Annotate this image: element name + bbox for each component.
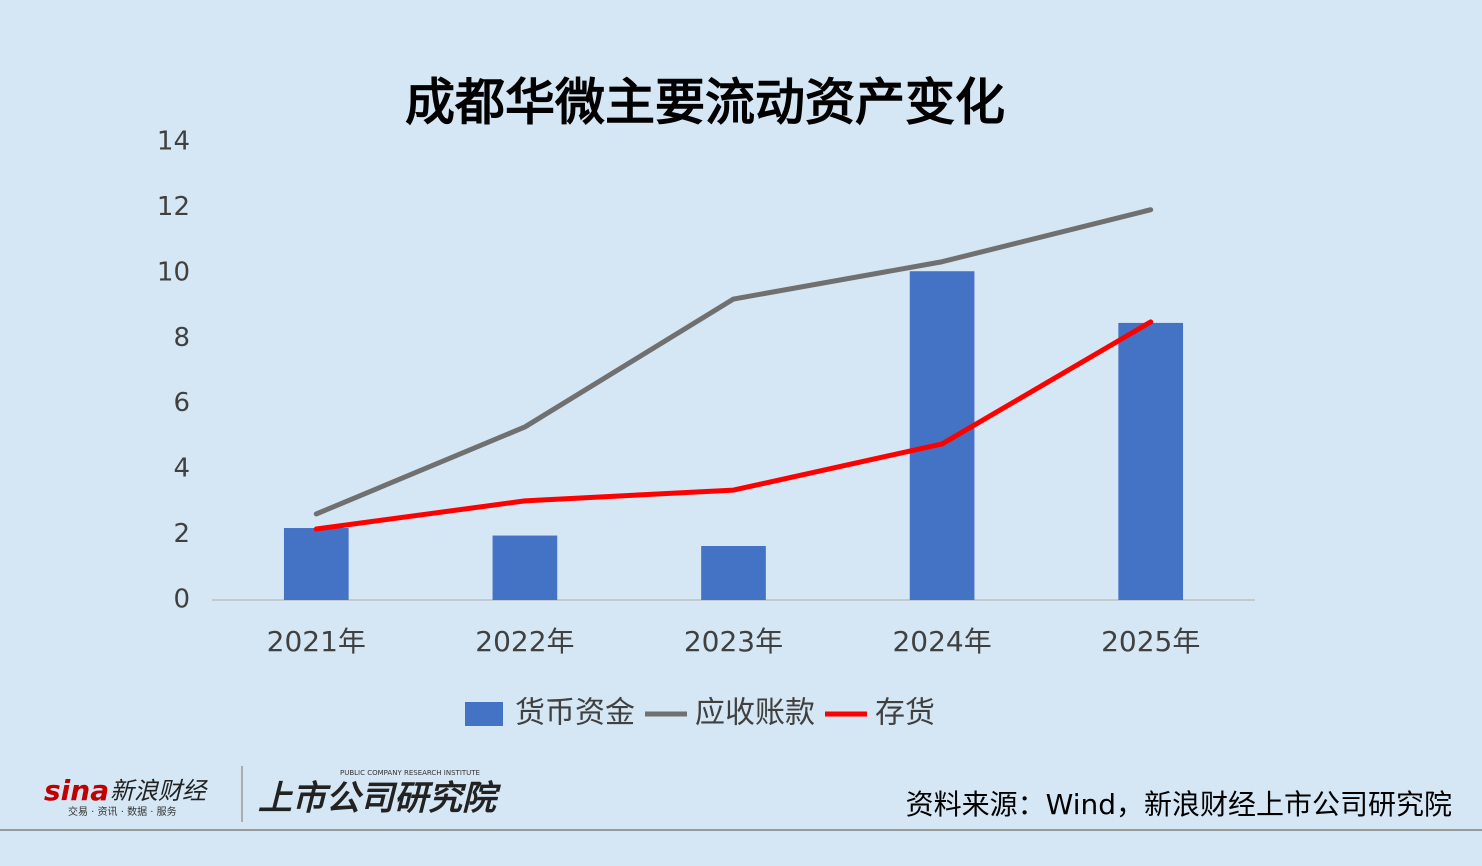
sina-slogan: 交易 · 资讯 · 数据 · 服务: [68, 805, 177, 818]
sina-name: 新浪财经: [110, 777, 209, 805]
y-tick-label: 8: [173, 323, 190, 353]
legend-item: 存货: [825, 696, 935, 731]
legend-item: 货币资金: [465, 696, 635, 731]
y-tick-label: 14: [157, 127, 190, 157]
legend-label: 存货: [875, 696, 935, 731]
y-tick-label: 12: [157, 192, 190, 222]
y-tick-label: 10: [157, 257, 190, 287]
bar: [492, 535, 558, 600]
y-tick-label: 6: [173, 388, 190, 418]
legend-label: 货币资金: [515, 696, 635, 731]
legend-label: 应收账款: [695, 696, 815, 731]
legend-item: 应收账款: [645, 696, 815, 731]
bar: [909, 271, 975, 600]
x-tick-label: 2021年: [267, 625, 366, 658]
institute-name: 上市公司研究院: [258, 779, 502, 819]
line-series: [313, 207, 1154, 517]
legend: 货币资金 应收账款 存货: [465, 696, 935, 731]
chart-title: 成都华微主要流动资产变化: [405, 74, 1005, 132]
institute-english: PUBLIC COMPANY RESEARCH INSTITUTE: [340, 769, 480, 777]
plot-area: 0 2 4 6 8 10 12 14 2021年 2022年 2023年 2024年 2025年: [157, 127, 1200, 659]
x-tick-label: 2025年: [1101, 625, 1200, 658]
x-tick-label: 2023年: [684, 625, 783, 658]
legend-swatch: [465, 702, 503, 726]
y-tick-label: 0: [173, 585, 190, 615]
source-note: 资料来源：Wind，新浪财经上市公司研究院: [906, 788, 1452, 821]
bar: [1118, 322, 1184, 600]
bar: [283, 528, 349, 600]
sina-logo: sina: [44, 774, 109, 807]
y-tick-label: 4: [173, 454, 190, 484]
line-series: [313, 319, 1154, 532]
y-tick-label: 2: [173, 519, 190, 549]
x-tick-label: 2022年: [475, 625, 574, 658]
bar: [701, 546, 766, 600]
x-tick-label: 2024年: [892, 625, 991, 658]
